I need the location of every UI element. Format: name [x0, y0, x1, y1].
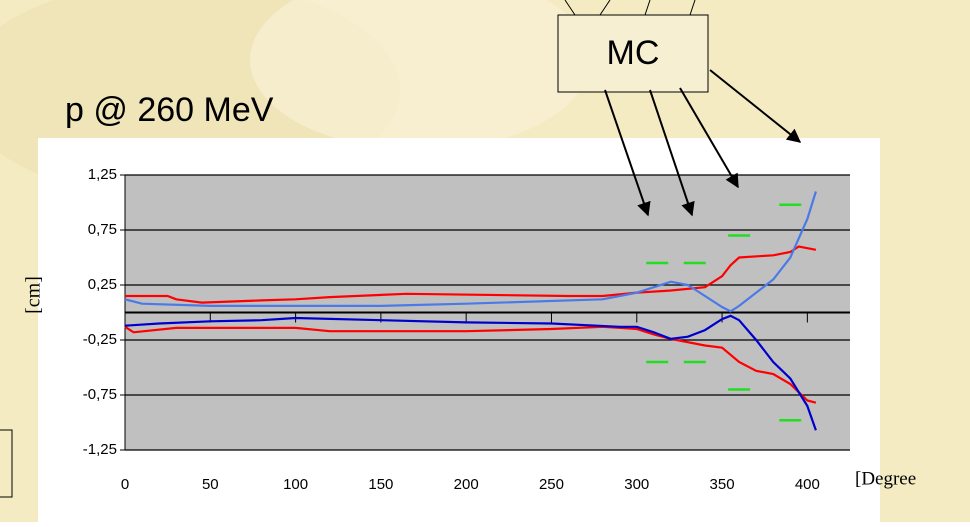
arrow	[564, 0, 576, 16]
x-tick-label: 200	[454, 476, 479, 493]
y-tick-label: -0,75	[83, 386, 117, 403]
data-line	[124, 191, 817, 313]
y-tick-label: 1,25	[88, 166, 117, 183]
arrow	[679, 87, 739, 189]
y-axis-label: [cm]	[23, 276, 45, 314]
x-tick-label: 300	[624, 476, 649, 493]
y-tick-label: 0,25	[88, 276, 117, 293]
arrow	[649, 89, 695, 217]
data-line	[124, 314, 817, 431]
x-tick-label: 150	[368, 476, 393, 493]
data-line	[124, 325, 817, 404]
arrow	[709, 69, 802, 143]
x-tick-label: 0	[121, 476, 129, 493]
x-axis-label: [Degree	[855, 468, 916, 489]
x-tick-label: 400	[795, 476, 820, 493]
arrow	[604, 89, 651, 217]
data-line	[125, 245, 817, 304]
x-tick-label: 350	[710, 476, 735, 493]
annotation-text: MC	[607, 34, 660, 72]
chart-title: p @ 260 MeV	[65, 91, 274, 129]
arrow	[689, 0, 696, 16]
mc-annotation: MC	[557, 0, 802, 217]
annotation-box	[557, 14, 709, 93]
y-tick-label: 0,75	[88, 221, 117, 238]
partial-box	[0, 429, 13, 498]
arrow	[599, 0, 611, 16]
arrow	[644, 0, 651, 16]
x-tick-label: 50	[202, 476, 219, 493]
x-tick-label: 250	[539, 476, 564, 493]
x-tick-label: 100	[283, 476, 308, 493]
y-tick-label: -0,25	[83, 331, 117, 348]
y-tick-label: -1,25	[83, 441, 117, 458]
background-shape	[250, 0, 590, 150]
